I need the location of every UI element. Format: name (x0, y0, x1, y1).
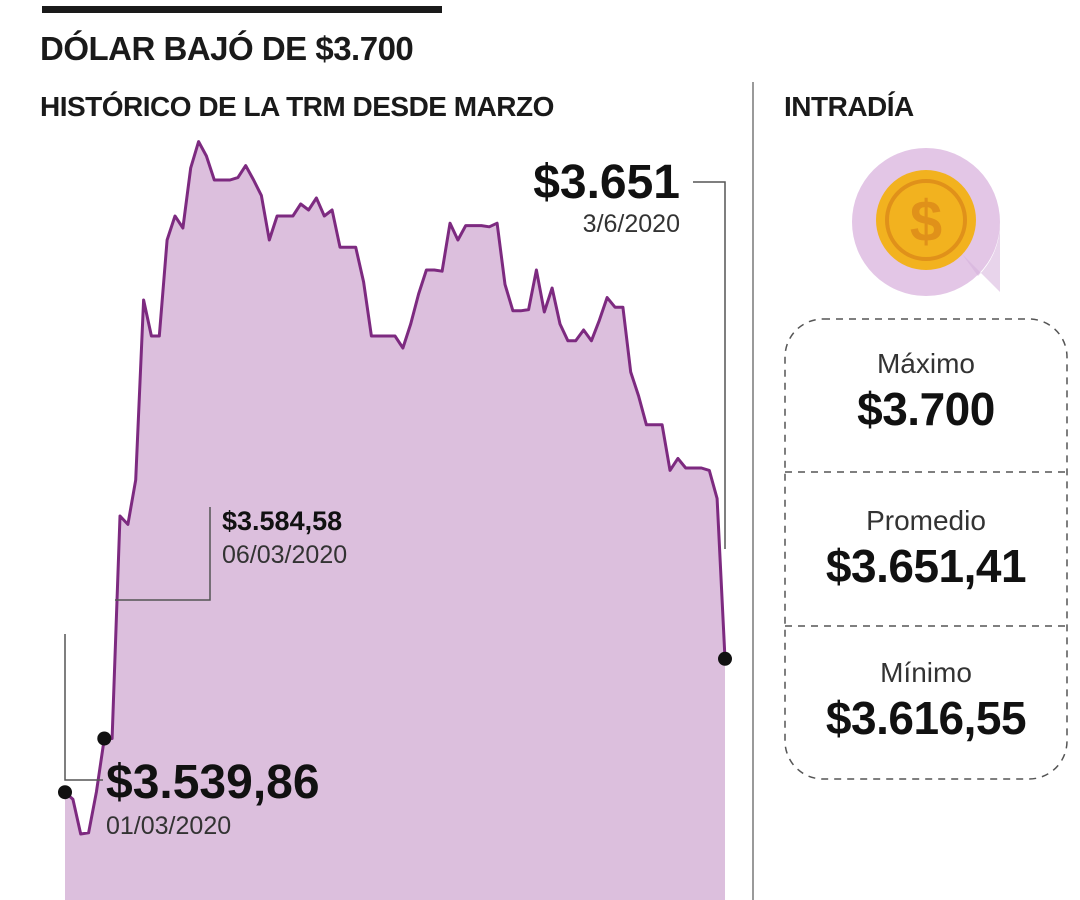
intraday-avg-label: Promedio (866, 505, 986, 536)
chart-title: HISTÓRICO DE LA TRM DESDE MARZO (40, 91, 554, 122)
callout-end-value: $3.651 (533, 156, 680, 209)
intraday-max-value: $3.700 (857, 383, 995, 435)
section-divider (752, 82, 754, 900)
intraday-avg-value: $3.651,41 (825, 540, 1027, 592)
marker-mid (97, 731, 112, 746)
trm-area-chart: $3.539,86 01/03/2020 $3.584,58 06/03/202… (58, 140, 732, 900)
dollar-coin-icon: $ (852, 148, 1001, 296)
callout-mid-date: 06/03/2020 (222, 541, 347, 569)
page-title: DÓLAR BAJÓ DE $3.700 (40, 30, 414, 67)
intraday-panel: Máximo $3.700 Promedio $3.651,41 Mínimo … (784, 318, 1068, 780)
callout-line-start (64, 634, 103, 781)
series-line (64, 140, 727, 836)
intraday-min-value: $3.616,55 (825, 692, 1027, 744)
marker-start (58, 785, 72, 800)
series-area (65, 141, 725, 900)
intraday-avg: Promedio $3.651,41 (784, 505, 1068, 589)
callout-line-mid (115, 507, 211, 601)
intraday-panel-border (784, 318, 1068, 780)
callout-mid-value: $3.584,58 (222, 506, 342, 536)
callout-line-end (693, 181, 726, 549)
marker-end (718, 651, 732, 666)
callout-start-date: 01/03/2020 (106, 812, 231, 840)
svg-text:$: $ (910, 189, 942, 254)
intraday-title: INTRADÍA (784, 91, 914, 122)
coin-badge: $ (852, 148, 1001, 296)
callout-start-value: $3.539,86 (106, 756, 320, 809)
intraday-min: Mínimo $3.616,55 (784, 657, 1068, 741)
callout-end-date: 3/6/2020 (583, 210, 680, 238)
intraday-min-label: Mínimo (880, 657, 972, 688)
intraday-max-label: Máximo (876, 348, 975, 379)
intraday-max: Máximo $3.700 (784, 348, 1068, 432)
top-rule (42, 6, 442, 13)
